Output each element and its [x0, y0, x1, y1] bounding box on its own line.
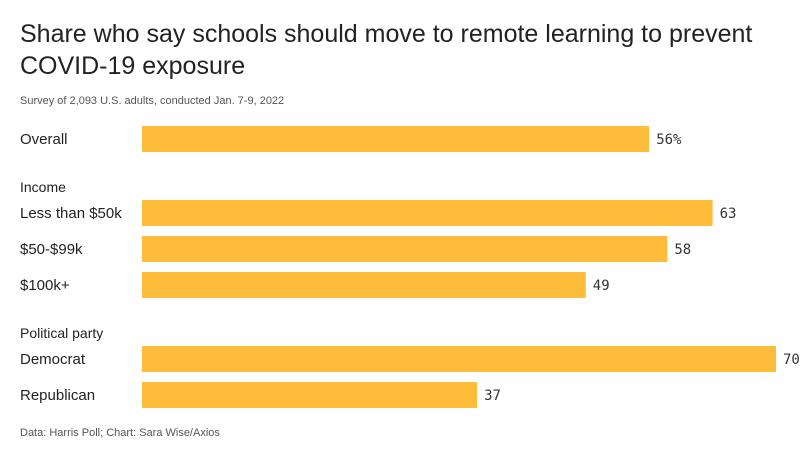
category-label-overall: Overall	[20, 131, 68, 148]
value-label-50-99k: 58	[674, 242, 691, 258]
category-label-100k: $100k+	[20, 277, 70, 294]
category-label-republican: Republican	[20, 387, 95, 404]
category-label-less-than-50k: Less than $50k	[20, 205, 122, 222]
bar-overall	[142, 126, 650, 152]
bar-democrat	[142, 346, 776, 372]
group-label-income: Income	[20, 179, 66, 195]
value-label-less-than-50k: 63	[720, 206, 737, 222]
chart-title: Share who say schools should move to rem…	[20, 20, 753, 80]
chart-source: Data: Harris Poll; Chart: Sara Wise/Axio…	[20, 427, 220, 439]
chart-subtitle: Survey of 2,093 U.S. adults, conducted J…	[20, 95, 285, 107]
group-label-political-party: Political party	[20, 325, 103, 341]
value-label-100k: 49	[593, 278, 610, 294]
value-label-overall: 56%	[656, 132, 682, 148]
bar-50-99k	[142, 236, 668, 262]
value-label-republican: 37	[484, 388, 501, 404]
bar-less-than-50k	[142, 200, 713, 226]
category-label-50-99k: $50-$99k	[20, 241, 83, 258]
value-label-democrat: 70	[783, 352, 800, 368]
category-label-democrat: Democrat	[20, 351, 86, 368]
bar-republican	[142, 382, 478, 408]
bar-100k	[142, 272, 586, 298]
